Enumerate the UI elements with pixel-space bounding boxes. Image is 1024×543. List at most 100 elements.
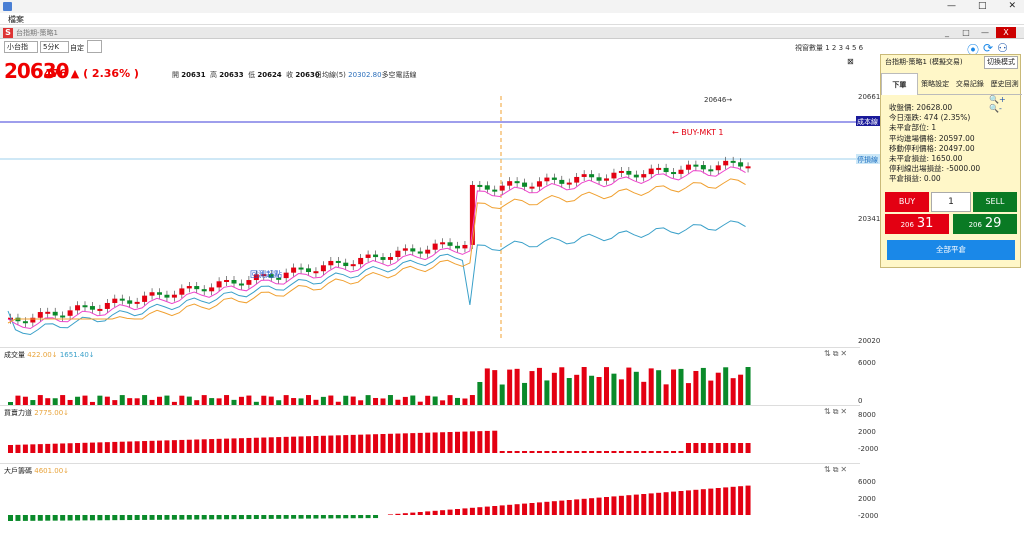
- inner-min-button[interactable]: _: [945, 28, 949, 37]
- buy-button[interactable]: BUY: [885, 192, 929, 212]
- volume-panel-icons[interactable]: ⇅⧉✕: [824, 349, 850, 358]
- candle: [589, 174, 595, 178]
- stop-line-label: 停損線: [857, 155, 878, 164]
- power-panel-icons[interactable]: ⇅⧉✕: [824, 407, 850, 416]
- maximize-button[interactable]: □: [977, 1, 987, 11]
- volume-bar: [171, 401, 177, 405]
- candle: [499, 185, 505, 191]
- candle: [179, 288, 185, 295]
- large-bar: [700, 489, 706, 515]
- large-bar: [469, 507, 475, 515]
- volume-bar: [671, 369, 677, 405]
- period-select[interactable]: 5分K: [40, 41, 69, 53]
- candle: [134, 301, 140, 304]
- sell-button[interactable]: SELL: [973, 192, 1017, 212]
- power-bar: [551, 451, 557, 453]
- power-bar: [648, 451, 654, 453]
- volume-panel: 成交量 422.00↓ 1651.40↓ ⇅⧉✕: [0, 347, 860, 405]
- volume-bar: [596, 377, 602, 405]
- power-bar: [395, 433, 401, 453]
- tab-strategy[interactable]: 策略設定: [917, 73, 953, 95]
- large-bar: [589, 498, 595, 515]
- large-bar: [276, 515, 282, 519]
- power-bar: [477, 431, 483, 453]
- window-count-selector[interactable]: 視窗數量 1 2 3 4 5 6: [795, 44, 864, 52]
- volume-bar: [745, 367, 751, 405]
- inner-title-bar: S 台指期-策略1 _ □ — X: [0, 27, 1024, 39]
- minimize-button[interactable]: —: [946, 1, 956, 11]
- power-bar: [380, 434, 386, 453]
- large-bar: [119, 515, 125, 521]
- candle: [112, 298, 118, 303]
- power-bar: [447, 432, 453, 453]
- refresh-icon[interactable]: ⟳: [983, 41, 994, 55]
- volume-bar: [425, 395, 431, 405]
- candle: [82, 305, 88, 308]
- ask-price-button[interactable]: 206 29: [953, 214, 1017, 234]
- inner-max-button[interactable]: □: [962, 28, 970, 37]
- tab-order[interactable]: 下單: [881, 73, 918, 95]
- tab-backtest[interactable]: 歷史回測: [987, 73, 1022, 95]
- candle: [566, 182, 572, 185]
- power-bar: [343, 435, 349, 453]
- inner-restore-button[interactable]: —: [981, 28, 989, 37]
- volume-bar: [335, 401, 341, 405]
- large-bar: [484, 506, 490, 515]
- custom-label: 自定: [70, 44, 84, 52]
- power-bar: [455, 431, 460, 453]
- custom-input[interactable]: [87, 40, 102, 53]
- bid-price-button[interactable]: 206 31: [885, 214, 949, 234]
- close-button[interactable]: ✕: [1008, 1, 1016, 11]
- volume-bar: [224, 395, 230, 405]
- switch-mode-button[interactable]: 切換模式: [984, 56, 1018, 69]
- volume-bar: [268, 396, 274, 405]
- large-bar: [574, 499, 580, 515]
- large-bar: [373, 515, 379, 519]
- tab-records[interactable]: 交易記錄: [952, 73, 988, 95]
- volume-bar: [261, 395, 267, 405]
- product-select[interactable]: 小台指: [4, 41, 38, 53]
- candle: [186, 286, 192, 289]
- volume-bar: [566, 378, 572, 405]
- volume-bar: [581, 367, 587, 405]
- volume-bar: [559, 367, 565, 405]
- quantity-input[interactable]: 1: [931, 192, 971, 212]
- power-bar: [291, 436, 297, 453]
- panel-close-icon[interactable]: ⊠: [847, 57, 854, 66]
- large-bar: [8, 515, 13, 521]
- power-bar: [238, 438, 244, 453]
- large-bar: [22, 515, 28, 521]
- power-bar: [283, 436, 289, 453]
- power-bar: [589, 451, 595, 453]
- menu-file[interactable]: 檔案: [8, 15, 24, 24]
- large-bar: [544, 501, 550, 515]
- volume-bar: [522, 382, 528, 405]
- candle: [67, 310, 73, 316]
- volume-bar: [589, 375, 595, 405]
- power-bar: [45, 443, 51, 453]
- candle: [157, 292, 162, 295]
- candle: [335, 260, 341, 263]
- zoom-icons[interactable]: 🔍+ 🔍-: [989, 95, 1006, 113]
- inner-close-button[interactable]: X: [996, 27, 1016, 38]
- candle: [596, 177, 602, 181]
- large-bar: [432, 510, 438, 515]
- user-list-icon[interactable]: ⚇: [997, 41, 1008, 55]
- candle: [387, 257, 393, 260]
- close-all-button[interactable]: 全部平倉: [887, 240, 1015, 260]
- ohlc-readout: 開 20631 高 20633 低 20624 收 20630: [172, 71, 320, 79]
- volume-bar: [15, 395, 21, 405]
- backtest-start-annotation: 回測起點: [250, 269, 282, 279]
- power-bar: [186, 439, 192, 453]
- large-bar: [738, 486, 744, 515]
- volume-bar: [328, 395, 334, 405]
- power-bar: [157, 440, 162, 453]
- signal-icon[interactable]: ⦿: [967, 43, 980, 57]
- volume-bar: [380, 398, 386, 405]
- large-bar: [45, 515, 51, 521]
- candle: [365, 254, 371, 258]
- candle: [268, 274, 274, 278]
- large-panel-icons[interactable]: ⇅⧉✕: [824, 465, 850, 474]
- power-bar: [641, 451, 647, 453]
